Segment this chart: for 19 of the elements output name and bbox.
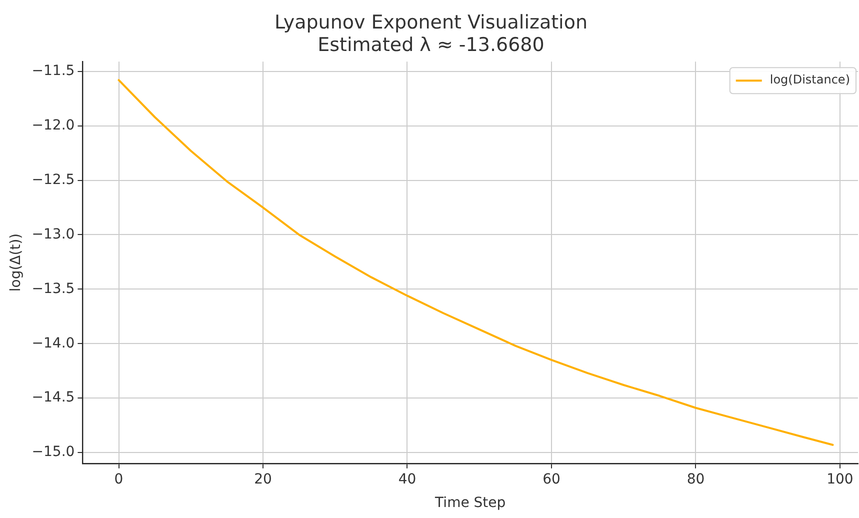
y-tick-label: −15.0 [32,444,75,460]
x-tick-label: 60 [542,471,560,488]
x-tick-label: 40 [398,471,416,488]
y-tick-label: −12.5 [32,172,75,188]
x-tick-label: 0 [114,471,124,488]
y-tick-label: −11.5 [32,63,75,80]
x-tick-label: 80 [686,471,705,488]
chart-subtitle: Estimated λ ≈ -13.6680 [318,34,544,56]
x-axis-title: Time Step [434,495,506,512]
x-tick-label: 100 [826,471,854,488]
x-tick-label: 20 [254,471,272,488]
y-tick-label: −14.5 [32,390,75,406]
y-tick-label: −13.0 [32,226,75,242]
chart-title: Lyapunov Exponent Visualization [274,11,588,34]
legend-label: log(Distance) [770,72,850,87]
y-axis-title: log(Δ(t)) [8,233,24,292]
y-tick-label: −12.0 [32,117,75,134]
y-tick-label: −14.0 [32,335,75,352]
y-tick-label: −13.5 [32,280,75,297]
